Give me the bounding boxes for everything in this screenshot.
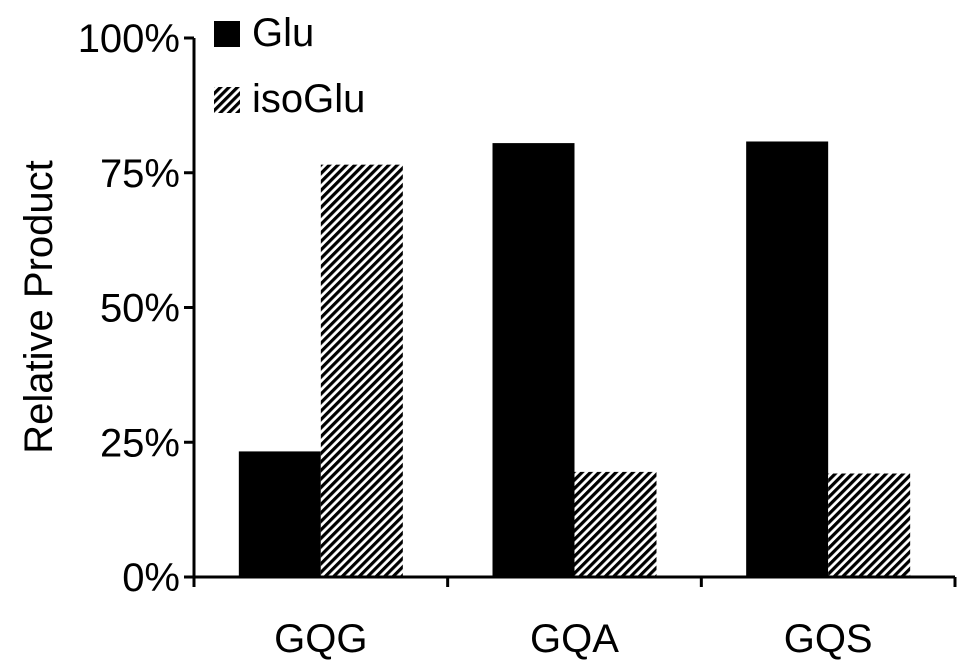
x-category-label: GQA <box>530 617 619 661</box>
bar-isoglu-gqg <box>320 164 403 578</box>
bar-glu-gqa <box>492 143 575 578</box>
bar-isoglu-gqs <box>828 473 911 577</box>
y-axis-title: Relative Product <box>17 160 61 453</box>
y-ticks-group: 0% 25% 50% 75% 100% <box>78 17 194 600</box>
legend: Glu isoGlu <box>214 11 365 121</box>
bar-isoglu-gqa <box>574 471 657 577</box>
y-tick-label: 100% <box>78 17 180 61</box>
y-tick-label: 75% <box>100 152 180 196</box>
legend-swatch-isoglu <box>214 87 240 113</box>
x-ticks-group: GQG GQA GQS <box>192 577 957 661</box>
legend-label-isoglu: isoGlu <box>252 77 365 121</box>
y-tick-label: 25% <box>100 421 180 465</box>
x-category-label: GQS <box>784 617 873 661</box>
legend-swatch-glu <box>214 21 240 47</box>
y-tick-label: 0% <box>122 556 180 600</box>
legend-label-glu: Glu <box>252 11 314 55</box>
y-tick-label: 50% <box>100 287 180 331</box>
bar-glu-gqs <box>746 141 829 577</box>
x-category-label: GQG <box>274 617 367 661</box>
bar-glu-gqg <box>238 451 321 577</box>
bars-group <box>238 141 911 578</box>
